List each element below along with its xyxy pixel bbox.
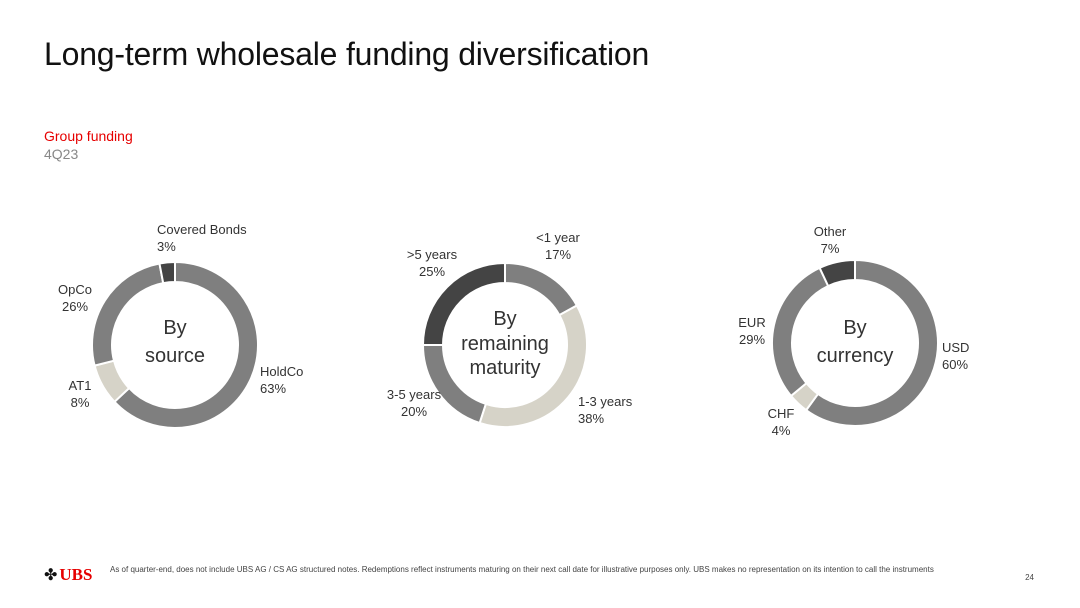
- slice-value-label: 8%: [71, 395, 90, 410]
- center-label: currency: [817, 345, 894, 367]
- slice-label: <1 year: [536, 230, 580, 245]
- slice-value-label: 26%: [62, 299, 88, 314]
- slice-value-label: 20%: [401, 404, 427, 419]
- slice-value-label: 7%: [821, 241, 840, 256]
- slice-label: >5 years: [407, 247, 458, 262]
- page-title: Long-term wholesale funding diversificat…: [44, 36, 650, 72]
- donut-slice: [113, 260, 259, 429]
- slice-value-label: 4%: [772, 423, 791, 438]
- donut-slice: [771, 266, 830, 398]
- ubs-logo: ✤ UBS: [44, 565, 92, 585]
- slice-value-label: 29%: [739, 332, 765, 347]
- donut-slice: [158, 260, 176, 285]
- slice-label: CHF: [768, 406, 795, 421]
- slice-value-label: 25%: [419, 264, 445, 279]
- donut-slice: [421, 261, 506, 346]
- slice-label: HoldCo: [260, 364, 303, 379]
- donut-chart-3: USD 60% CHF 4% EUR 29% Other 7% By currency: [738, 224, 969, 438]
- slice-label: 1-3 years: [578, 394, 633, 409]
- slice-label: 3-5 years: [387, 387, 442, 402]
- center-label: By: [163, 317, 186, 339]
- ubs-keys-icon: ✤: [44, 567, 58, 584]
- chart-subtitle: Group funding: [44, 128, 133, 144]
- slice-value-label: 17%: [545, 247, 571, 262]
- slice-label: Other: [814, 224, 847, 239]
- chart-period: 4Q23: [44, 146, 79, 162]
- slice-label: Covered Bonds: [157, 222, 247, 237]
- footer: ✤ UBS As of quarter-end, does not includ…: [44, 563, 1034, 593]
- slice-value-label: 63%: [260, 381, 286, 396]
- slice-label: USD: [942, 340, 969, 355]
- slice-label: EUR: [738, 315, 765, 330]
- donut-chart-1: HoldCo 63% AT1 8% OpCo 26% Covered Bonds 3% By so…: [58, 222, 303, 429]
- donut-slice: [818, 258, 856, 288]
- center-label: By: [843, 317, 866, 339]
- slice-label: AT1: [69, 378, 92, 393]
- footnote: As of quarter-end, does not include UBS …: [110, 565, 934, 574]
- center-label: remaining: [461, 333, 549, 355]
- slice-label: OpCo: [58, 282, 92, 297]
- slice-value-label: 3%: [157, 239, 176, 254]
- donut-chart-2: <1 year 17% 1-3 years 38% 3-5 years 20% >5 yea…: [387, 230, 633, 428]
- donut-slice: [804, 258, 939, 427]
- center-label: By: [493, 308, 516, 330]
- slice-value-label: 38%: [578, 411, 604, 426]
- logo-text: UBS: [59, 565, 93, 584]
- center-label: source: [145, 345, 205, 367]
- slice-value-label: 60%: [942, 357, 968, 372]
- page-number: 24: [1025, 573, 1034, 582]
- center-label: maturity: [469, 357, 540, 379]
